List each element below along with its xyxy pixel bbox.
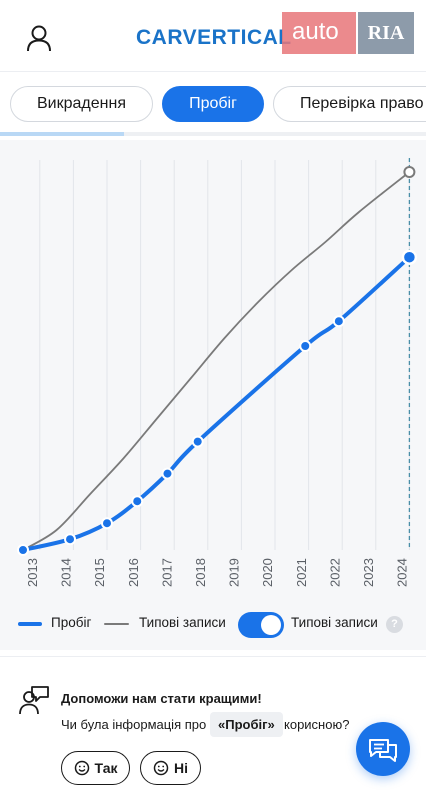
feedback-section-chip: «Пробіг» (210, 712, 283, 737)
report-section-tabs: Викрадення Пробіг Перевірка право (0, 80, 426, 128)
feedback-panel: Допоможи нам стати кращими! Чи була інфо… (0, 656, 426, 800)
x-tick-label: 2016 (126, 558, 141, 587)
typical-records-line (22, 171, 410, 551)
tab-title-check[interactable]: Перевірка право (273, 86, 426, 122)
feedback-question-suffix: корисною? (284, 717, 350, 732)
x-tick-label: 2014 (59, 558, 74, 587)
x-tick-label: 2024 (395, 558, 410, 587)
x-tick-label: 2018 (193, 558, 208, 587)
feedback-yes-button[interactable]: Так (61, 751, 130, 785)
carvertical-logo[interactable]: CARVERTICAL (136, 26, 292, 49)
mileage-point (401, 249, 418, 265)
mileage-point (299, 340, 312, 352)
feedback-no-button[interactable]: Ні (140, 751, 201, 785)
toggle-label: Типові записи (291, 615, 378, 630)
x-tick-label: 2020 (260, 558, 275, 587)
mileage-point (17, 544, 29, 556)
feedback-no-label: Ні (174, 760, 188, 776)
legend-typical-swatch (104, 623, 129, 625)
tab-label: Викрадення (37, 95, 126, 112)
user-icon[interactable] (26, 24, 52, 52)
help-icon[interactable]: ? (386, 616, 403, 633)
watermark-ria: RIA (358, 12, 414, 54)
mileage-line (21, 255, 412, 552)
tab-label: Перевірка право (300, 95, 424, 112)
mileage-point (191, 435, 204, 448)
toggle-knob (261, 615, 281, 635)
tab-mileage[interactable]: Пробіг (162, 86, 264, 122)
feedback-yes-label: Так (94, 760, 118, 776)
feedback-title: Допоможи нам стати кращими! (61, 691, 262, 706)
mileage-point (332, 315, 345, 328)
x-tick-label: 2021 (294, 558, 309, 587)
x-tick-label: 2013 (25, 558, 40, 587)
smile-icon (153, 760, 169, 776)
feedback-people-icon (19, 686, 49, 715)
x-tick-label: 2022 (327, 558, 342, 587)
chat-button[interactable] (356, 722, 410, 776)
section-progress-bar (0, 132, 426, 136)
typical-records-end-point (403, 166, 416, 178)
chart-legend: Пробіг Типові записи Типові записи ? (0, 606, 426, 642)
mileage-point (161, 467, 174, 480)
chat-icon (369, 739, 397, 762)
app-header: CARVERTICAL auto RIA (0, 0, 426, 72)
x-tick-label: 2015 (92, 558, 107, 587)
legend-mileage-label: Пробіг (51, 615, 92, 630)
smile-icon (74, 760, 89, 776)
tab-label: Пробіг (189, 95, 237, 112)
chart-background (0, 140, 426, 650)
mileage-point (131, 495, 144, 508)
tab-theft[interactable]: Викрадення (10, 86, 153, 122)
feedback-question-prefix: Чи була інформація про (61, 717, 207, 732)
mileage-point (101, 517, 113, 530)
x-tick-label: 2017 (159, 558, 174, 587)
typical-records-toggle[interactable] (238, 612, 284, 638)
x-tick-label: 2019 (227, 558, 242, 587)
mileage-chart: 2013 2014 2015 2016 2017 2018 2019 2020 2021 2022… (17, 158, 418, 587)
watermark-auto: auto (282, 12, 356, 54)
x-tick-label: 2023 (361, 558, 376, 587)
legend-mileage-swatch (18, 622, 42, 626)
mileage-point (64, 533, 77, 546)
legend-typical-label: Типові записи (139, 615, 226, 630)
section-progress-fill (0, 132, 124, 136)
